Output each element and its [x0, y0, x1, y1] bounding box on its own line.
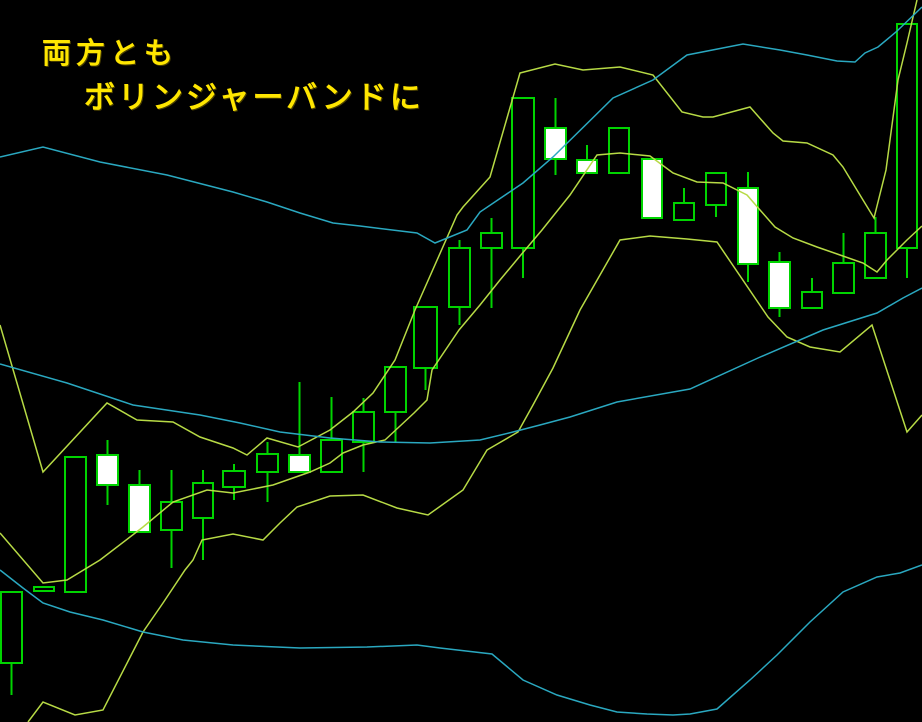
candle-body-bearish [413, 306, 438, 369]
candlestick [832, 233, 855, 294]
candlestick [768, 252, 791, 317]
candle-body-bearish [705, 172, 727, 206]
candlestick [0, 591, 23, 695]
candlestick [33, 586, 55, 592]
candle-body-bearish [33, 586, 55, 592]
candlestick [576, 145, 598, 174]
candlestick [480, 218, 503, 308]
candlestick [705, 172, 727, 217]
candle-body-bearish [896, 23, 918, 249]
candlestick [544, 98, 567, 175]
yellow-lower-band-line [27, 235, 922, 722]
candle-body-bearish [352, 411, 375, 443]
cyan-middle-band-line [0, 287, 922, 444]
candlestick [801, 278, 823, 309]
candlestick [896, 23, 918, 278]
candle-body-bullish [128, 484, 151, 533]
yellow-middle-band-line [0, 152, 922, 584]
candle-body-bearish [64, 456, 87, 593]
candle-body-bearish [222, 470, 246, 488]
candle-body-bearish [0, 591, 23, 664]
candlestick [96, 440, 119, 505]
candle-body-bearish [673, 202, 695, 221]
cyan-upper-band-line [0, 6, 922, 244]
candle-body-bearish [801, 291, 823, 309]
candle-body-bearish [511, 97, 535, 249]
candlestick [222, 464, 246, 500]
candlestick [192, 470, 214, 560]
cyan-lower-band-line [0, 564, 922, 716]
candlestick [737, 172, 759, 282]
candle-body-bearish [160, 501, 183, 531]
candle-body-bullish [641, 158, 663, 219]
candlestick [673, 188, 695, 221]
candle-body-bullish [96, 454, 119, 486]
candlestick [641, 158, 663, 219]
candlestick [160, 470, 183, 568]
candle-body-bearish [448, 247, 471, 308]
candlestick [413, 306, 438, 390]
candle-body-bullish [737, 187, 759, 265]
candlestick [128, 470, 151, 533]
candlestick [608, 127, 630, 174]
candle-body-bullish [768, 261, 791, 309]
candlestick [256, 442, 279, 502]
candle-body-bullish [288, 454, 311, 473]
yellow-upper-band-line [0, 0, 918, 474]
candle-body-bearish [832, 262, 855, 294]
candlestick [352, 398, 375, 472]
candle-body-bearish [256, 453, 279, 473]
candlestick [64, 456, 87, 593]
candlestick [448, 240, 471, 325]
candlestick [288, 382, 311, 473]
candle-body-bearish [384, 366, 407, 413]
candle-body-bearish [480, 232, 503, 249]
candle-body-bearish [608, 127, 630, 174]
candle-body-bearish [192, 482, 214, 519]
